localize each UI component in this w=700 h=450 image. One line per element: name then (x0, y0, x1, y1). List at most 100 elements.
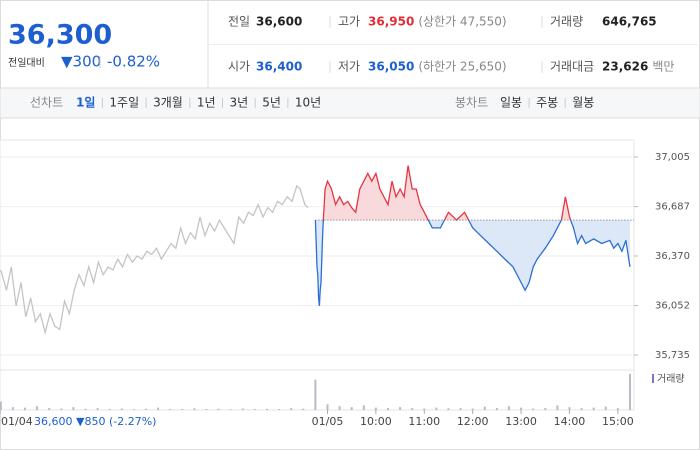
tab-bar (0, 87, 700, 119)
candle-tab[interactable]: 주봉 (536, 96, 558, 110)
period-tab[interactable]: 5년 (262, 96, 281, 110)
volume-bar (314, 379, 317, 410)
volume-bar (157, 407, 160, 410)
volume-bar (253, 409, 256, 410)
volume-bar (11, 407, 14, 410)
volume-bar (48, 408, 51, 410)
candle-tab[interactable]: 일봉 (500, 96, 522, 110)
period-tab[interactable]: 10년 (295, 96, 321, 110)
x-tick-label: 15:00 (602, 415, 634, 428)
volume-bar (217, 408, 220, 410)
volume-bar (604, 406, 607, 410)
tab-group-label: 선차트 (30, 96, 63, 110)
volume-bar (399, 407, 402, 410)
period-tab[interactable]: 1일 (76, 96, 95, 110)
x-tick-label: 01/04 (1, 415, 33, 428)
volume-bar (628, 373, 631, 410)
volume-bar (374, 407, 377, 410)
volume-bar (435, 407, 438, 410)
price: 36,300 (8, 20, 112, 51)
volume-bar (96, 408, 99, 410)
volume-bar (338, 406, 341, 410)
volume-bar (241, 408, 244, 410)
price-area (315, 165, 630, 306)
x-tick-label: 01/05 (312, 415, 344, 428)
x-tick-label: 14:00 (554, 415, 586, 428)
volume-area (0, 369, 635, 411)
volume-bar (84, 408, 87, 410)
stat-label: 거래대금 (550, 60, 594, 74)
volume-bar (169, 409, 172, 410)
stat-label: 시가 (228, 60, 250, 74)
change-rate: -0.82% (107, 53, 160, 71)
volume-bar (302, 408, 305, 410)
stat-value: 23,626 (602, 60, 648, 74)
volume-bar (350, 407, 353, 410)
volume-bar (447, 408, 450, 410)
volume-bar (265, 408, 268, 410)
price-line (0, 184, 309, 335)
price-line (314, 165, 631, 306)
stat-note: (하한가 25,650) (418, 60, 506, 74)
stat-value: 36,050 (368, 60, 414, 74)
change: ▼300 (61, 53, 101, 71)
volume-bar (616, 408, 619, 410)
volume-bar (495, 408, 498, 410)
volume-bar (24, 407, 27, 410)
volume-bar (290, 408, 293, 410)
x-tick-label: 12:00 (457, 415, 489, 428)
period-tab[interactable]: 3개월 (153, 96, 183, 110)
period-tab[interactable]: 1년 (197, 96, 216, 110)
volume-bar (362, 405, 365, 410)
volume-bar (193, 408, 196, 410)
volume-bar (386, 408, 389, 410)
y-tick-label: 36,687 (655, 202, 690, 213)
stat-label: 저가 (338, 60, 360, 74)
stat-note: 백만 (652, 60, 674, 74)
y-tick-label: 36,052 (655, 301, 690, 312)
x-tick-label: 11:00 (408, 415, 440, 428)
stat-value: 36,600 (256, 15, 302, 29)
volume-bar (459, 408, 462, 410)
stat-value: 36,950 (368, 15, 414, 29)
volume-bar (507, 406, 510, 410)
volume-bar (278, 409, 281, 410)
stat-label: 거래량 (550, 15, 583, 29)
stat-value: 646,765 (602, 15, 657, 29)
volume-bar (205, 408, 208, 410)
volume-bar (411, 408, 414, 410)
volume-bar (556, 405, 559, 410)
stat-note: (상한가 47,550) (418, 15, 506, 29)
volume-bar (544, 408, 547, 410)
volume-bar (520, 407, 523, 410)
volume-bar (132, 409, 135, 410)
stat-label: 전일 (228, 15, 250, 29)
y-tick-label: 37,005 (655, 152, 690, 163)
change-label: 전일대비 (8, 57, 45, 69)
volume-bar (36, 406, 39, 410)
volume-bar (532, 408, 535, 410)
period-tab[interactable]: 1주일 (109, 96, 139, 110)
volume-bar (60, 408, 63, 410)
stat-label: 고가 (338, 15, 360, 29)
candle-tab[interactable]: 월봉 (572, 96, 594, 110)
volume-bar (229, 409, 232, 410)
volume-bar (144, 408, 147, 410)
x-tick-label: 13:00 (505, 415, 537, 428)
volume-bar (181, 409, 184, 410)
volume-bar (108, 409, 111, 410)
volume-bar (0, 401, 2, 410)
prev-day-summary: 36,600 ▼850 (-2.27%) (34, 415, 156, 428)
volume-bar (423, 408, 426, 410)
volume-bar (592, 407, 595, 410)
x-tick-label: 10:00 (360, 415, 392, 428)
y-tick-label: 35,735 (655, 350, 690, 361)
period-tab[interactable]: 3년 (230, 96, 249, 110)
volume-bar (326, 404, 329, 410)
y-tick-label: 36,370 (655, 251, 690, 262)
volume-legend-swatch (652, 374, 654, 383)
volume-bar (120, 408, 123, 410)
volume-bar (580, 408, 583, 410)
volume-legend: 거래량 (657, 373, 685, 385)
